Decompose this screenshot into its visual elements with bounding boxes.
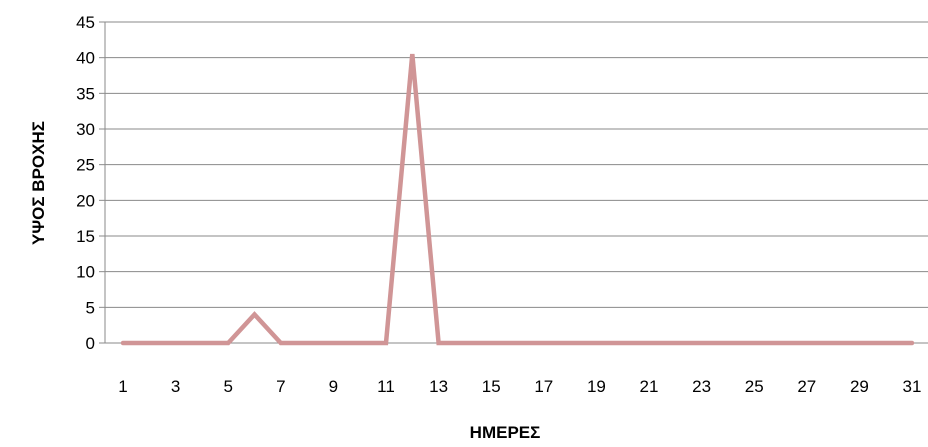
x-tick-label-31: 31: [903, 377, 922, 396]
x-tick-label-3: 3: [171, 377, 180, 396]
axes: [99, 21, 928, 344]
x-tick-label-27: 27: [797, 377, 816, 396]
y-tick-label-35: 35: [76, 84, 95, 103]
y-tick-label-45: 45: [76, 13, 95, 32]
series-line-1: [120, 53, 915, 346]
x-tick-label-9: 9: [329, 377, 338, 396]
x-axis-title: ΗΜΕΡΕΣ: [470, 423, 541, 442]
x-tick-label-7: 7: [276, 377, 285, 396]
y-tick-label-10: 10: [76, 263, 95, 282]
y-tick-label-40: 40: [76, 49, 95, 68]
gridlines: [105, 21, 928, 308]
x-tick-label-15: 15: [482, 377, 501, 396]
y-tick-label-20: 20: [76, 191, 95, 210]
y-tick-labels: 0 5 10 15 20 25 30 35 40 45: [76, 13, 95, 353]
y-tick-label-30: 30: [76, 120, 95, 139]
x-tick-labels: 1 3 5 7 9 11 13 15 17 19 21 23 25 27 29 31: [118, 377, 921, 396]
x-tick-label-1: 1: [118, 377, 127, 396]
y-axis-title: ΥΨΟΣ ΒΡΟΧΗΣ: [29, 121, 48, 245]
x-tick-label-5: 5: [223, 377, 232, 396]
x-tick-label-25: 25: [745, 377, 764, 396]
y-tick-label-25: 25: [76, 156, 95, 175]
x-tick-label-11: 11: [377, 377, 395, 396]
x-tick-label-19: 19: [587, 377, 606, 396]
y-tick-label-0: 0: [86, 334, 95, 353]
y-tick-label-5: 5: [86, 298, 95, 317]
x-tick-label-13: 13: [429, 377, 448, 396]
y-tick-label-15: 15: [76, 227, 95, 246]
x-tick-label-21: 21: [640, 377, 659, 396]
x-tick-label-23: 23: [692, 377, 711, 396]
x-tick-label-29: 29: [850, 377, 869, 396]
x-tick-label-17: 17: [534, 377, 553, 396]
series-layer: [120, 53, 915, 346]
